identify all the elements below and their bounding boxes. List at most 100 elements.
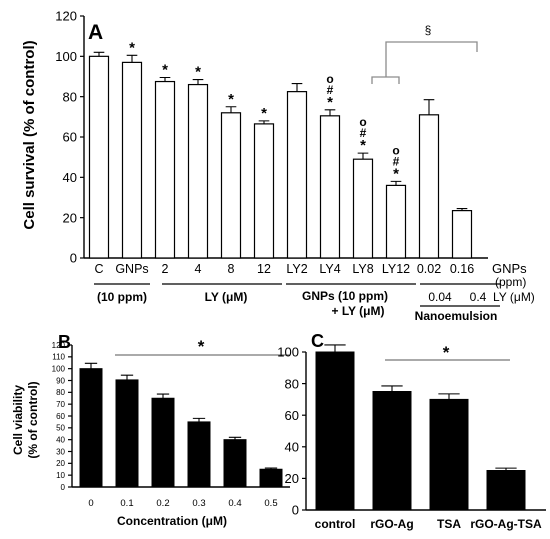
significance-star: * (195, 64, 201, 81)
panel-a-bars: ** ****#o*#o*#o (88, 39, 473, 259)
panel-a-unit-label: GNPs (492, 261, 527, 276)
x-tick-label: C (94, 262, 103, 276)
panel-c-y-ticks: 0 20 40 60 80 100 (277, 345, 306, 518)
error-bar (126, 54, 138, 63)
y-tick-label: 120 (52, 341, 66, 350)
panel-c: C 0 20 40 60 80 100 control rGO-Ag TSA rGO-Ag-TS… (277, 331, 546, 531)
y-tick-label: 0 (61, 483, 66, 492)
x-tick-label: 12 (257, 262, 271, 276)
panel-c-significance-mark: * (443, 343, 450, 362)
bar (259, 468, 283, 488)
error-bar (120, 374, 134, 380)
significance-star: * (129, 39, 135, 56)
y-tick-label: 0 (70, 251, 77, 266)
significance-star: * (327, 94, 333, 111)
x-tick-label: 8 (228, 262, 235, 276)
bar (486, 470, 526, 511)
panel-c-bars (315, 344, 526, 511)
group-label-gnps-conc: (10 ppm) (97, 290, 147, 304)
hash-mark: # (393, 154, 400, 168)
significance-star: * (162, 62, 168, 79)
error-bar (156, 393, 170, 399)
significance-star: * (393, 165, 399, 182)
y-tick-label: 0 (292, 503, 299, 518)
bar (154, 80, 176, 259)
panel-a-label: A (88, 21, 103, 44)
y-tick-label: 100 (52, 365, 66, 374)
panel-b-bars (79, 362, 283, 488)
bar (315, 351, 355, 511)
y-tick-label: 30 (56, 447, 65, 456)
bar (385, 184, 407, 259)
y-tick-label: 100 (55, 49, 77, 64)
circle-mark: o (326, 72, 333, 86)
x-tick-label: 0.16 (450, 262, 474, 276)
error-bar (225, 106, 237, 113)
y-tick-label: 100 (277, 345, 299, 360)
y-tick-label: 40 (63, 170, 77, 185)
error-bar (390, 180, 402, 186)
x-tick-label: control (315, 517, 356, 531)
x-tick-label: 0 (88, 498, 93, 509)
error-bar (258, 120, 270, 124)
y-tick-label: 20 (285, 471, 299, 486)
error-bar (495, 467, 517, 471)
y-tick-label: 40 (56, 436, 65, 445)
bar (79, 368, 103, 488)
group-label-plus-ly: + LY (μM) (331, 304, 384, 318)
section-mark: § (425, 23, 432, 37)
error-bar (84, 362, 98, 369)
significance-star: * (261, 105, 267, 122)
error-bar (228, 436, 242, 440)
bar (372, 391, 412, 511)
x-tick-label: LY8 (352, 262, 373, 276)
bar (121, 61, 143, 259)
error-bar (357, 152, 369, 160)
bar (352, 158, 374, 259)
error-bar (324, 109, 336, 116)
y-tick-label: 20 (63, 210, 77, 225)
error-bar (456, 208, 468, 211)
bar (253, 123, 275, 259)
y-tick-label: 80 (63, 89, 77, 104)
panel-a-y-ticks: 0 20 40 60 80 100 120 (55, 9, 84, 266)
error-bar (192, 417, 206, 422)
error-bar (438, 393, 460, 400)
y-tick-label: 20 (56, 459, 65, 468)
y-tick-label: 10 (56, 471, 65, 480)
x-tick-label: rGO-Ag-TSA (470, 517, 542, 531)
x-tick-label: 4 (195, 262, 202, 276)
bar (151, 397, 175, 488)
panel-b-ylabel: Cell viability (11, 385, 25, 455)
circle-mark: o (359, 115, 366, 129)
panel-b-ylabel-2: (% of control) (26, 381, 40, 458)
bar (418, 114, 440, 259)
panel-c-label: C (311, 331, 324, 351)
group-label-ly: LY (μM) (205, 290, 248, 304)
error-bar (159, 76, 171, 82)
panel-b-label: B (58, 332, 71, 352)
panel-b: B Cell viability (% of control) 0 10 20 30 4… (11, 332, 290, 528)
x-tick-label: 2 (162, 262, 169, 276)
x-tick-label: rGO-Ag (370, 517, 413, 531)
panel-b-significance-mark: * (198, 337, 205, 356)
panel-b-x-tick-labels: 0 0.1 0.2 0.3 0.4 0.5 (88, 498, 277, 509)
x-tick-label: LY4 (319, 262, 340, 276)
y-tick-label: 110 (52, 353, 65, 362)
hash-mark: # (360, 126, 367, 140)
nano-ly-value-2: 0.4 (470, 290, 487, 304)
y-tick-label: 70 (56, 400, 65, 409)
bar (187, 83, 209, 259)
y-tick-label: 90 (56, 376, 65, 385)
y-tick-label: 60 (63, 130, 77, 145)
section-bracket (371, 41, 478, 84)
bar (88, 55, 110, 259)
x-tick-label: TSA (437, 517, 461, 531)
bar (429, 398, 469, 511)
bar (187, 421, 211, 488)
x-tick-label: LY2 (286, 262, 307, 276)
panel-b-xlabel: Concentration (μM) (117, 514, 227, 528)
y-tick-label: 120 (55, 9, 77, 24)
y-tick-label: 80 (285, 376, 299, 391)
